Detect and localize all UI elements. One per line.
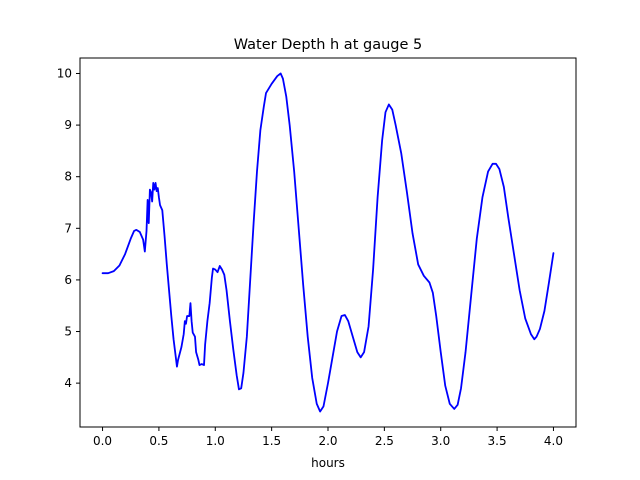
y-tick-label: 10 — [57, 66, 72, 80]
y-axis: 4 5 6 7 8 9 10 — [57, 66, 80, 390]
x-tick-label: 3.5 — [488, 434, 507, 448]
chart-title: Water Depth h at gauge 5 — [234, 37, 422, 53]
series-layer — [101, 72, 555, 413]
x-tick-label: 1.0 — [206, 434, 225, 448]
x-tick-label: 3.0 — [431, 434, 450, 448]
series-line — [101, 72, 555, 413]
x-axis-title: hours — [311, 456, 345, 470]
y-tick-label: 5 — [64, 325, 72, 339]
x-tick-label: 2.0 — [318, 434, 337, 448]
y-tick-label: 6 — [64, 273, 72, 287]
x-tick-label: 0.0 — [93, 434, 112, 448]
x-tick-label: 4.0 — [544, 434, 563, 448]
x-axis: 0.0 0.5 1.0 1.5 2.0 2.5 3.0 3.5 4.0 — [93, 427, 563, 448]
y-tick-label: 7 — [64, 221, 72, 235]
x-tick-label: 1.5 — [262, 434, 281, 448]
x-tick-label: 2.5 — [375, 434, 394, 448]
x-tick-label: 0.5 — [149, 434, 168, 448]
y-tick-label: 4 — [64, 376, 72, 390]
y-tick-label: 9 — [64, 118, 72, 132]
y-tick-label: 8 — [64, 170, 72, 184]
